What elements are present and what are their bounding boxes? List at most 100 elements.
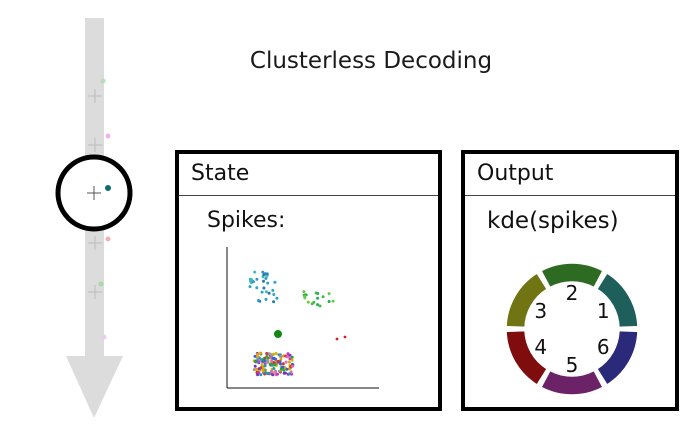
state-panel-title: State (191, 161, 250, 186)
spike-dot (316, 303, 320, 307)
spike-dot (253, 360, 257, 364)
scatter-dots (248, 270, 335, 377)
focus-dot (105, 185, 111, 191)
spike-dot (331, 299, 335, 303)
spike-dot (260, 363, 264, 367)
ring-segment-5 (540, 369, 604, 396)
spike-dot (261, 270, 265, 274)
spike-dot (279, 355, 283, 359)
spike-dot (253, 354, 257, 358)
spike-dot (316, 296, 320, 300)
spike-dot (253, 364, 257, 368)
spike-dot (260, 290, 264, 294)
spike-dot (266, 281, 270, 285)
spike-dot (262, 273, 266, 277)
spike-dot (314, 291, 318, 295)
spike-dot (270, 359, 274, 363)
spike-dot (288, 372, 291, 376)
spike-dot (256, 299, 260, 302)
spike-dot (270, 353, 274, 357)
spike-dot (306, 300, 310, 304)
spike-dot (261, 367, 265, 371)
spike-dot (250, 278, 254, 282)
spike-dot (263, 359, 267, 363)
ring-segment-1 (595, 271, 639, 329)
spike-dot (265, 352, 269, 356)
ring-label-4: 4 (534, 335, 547, 359)
spike-dot (270, 370, 274, 374)
spike-dot (312, 300, 316, 304)
spike-dot (260, 358, 263, 362)
spike-dot (282, 371, 286, 375)
spike-dot (281, 362, 285, 366)
output-panel-header: Output (465, 154, 675, 196)
spike-dot (257, 360, 261, 364)
spike-dot (287, 367, 291, 371)
spike-dot (273, 280, 277, 284)
state-panel-header: State (179, 154, 438, 196)
spike-dot (279, 362, 282, 366)
ring-segment-2 (540, 262, 604, 289)
spike-dot (264, 297, 268, 301)
track-dot (98, 281, 104, 287)
spike-dot (267, 371, 271, 375)
spike-dot (268, 356, 272, 360)
spike-dot (256, 354, 259, 358)
spike-dot (287, 360, 291, 364)
spike-dot (273, 363, 277, 367)
ring-segment-3 (505, 271, 549, 329)
kde-label: kde(spikes) (487, 208, 619, 234)
spike-dot (289, 370, 293, 374)
spike-dot (327, 300, 331, 303)
page-title: Clusterless Decoding (249, 48, 493, 74)
spike-dot (259, 351, 263, 355)
spike-dot (288, 353, 292, 357)
spike-dot (259, 373, 263, 377)
spike-dot (262, 286, 266, 290)
spike-dot (270, 363, 274, 367)
spike-dot (274, 357, 277, 361)
spike-dot (274, 352, 278, 355)
spike-dot (279, 357, 283, 361)
spike-dot (251, 280, 255, 284)
spike-dot (290, 355, 294, 359)
spike-dot (272, 300, 276, 304)
track-dot (105, 133, 111, 139)
ring-label-6: 6 (597, 335, 610, 359)
ring-label-2: 2 (566, 281, 579, 305)
spikes-label: Spikes: (207, 208, 286, 233)
spike-dot (271, 288, 275, 292)
spike-dot (255, 286, 259, 290)
spike-dot (302, 290, 306, 294)
spike-dot (290, 358, 294, 362)
ring-label-5: 5 (566, 353, 579, 377)
spike-dot (253, 270, 257, 274)
spike-dot (327, 292, 331, 296)
spike-dot (318, 304, 322, 308)
spike-dot (271, 373, 275, 377)
ring-label-3: 3 (534, 299, 547, 323)
spike-dot (275, 296, 279, 300)
spike-dot (263, 364, 267, 368)
output-panel-title: Output (477, 161, 554, 186)
spike-dot (281, 365, 285, 369)
spike-dot (265, 274, 269, 278)
spike-dot (321, 295, 325, 299)
red-dot (343, 335, 347, 339)
spike-dot (285, 355, 289, 359)
big-green-dot (274, 330, 282, 338)
spike-dot (255, 277, 259, 281)
track-dot (101, 334, 107, 340)
arrow-head-icon (66, 356, 123, 418)
spike-dot (265, 358, 269, 362)
spike-dot (277, 369, 281, 373)
spike-dot (248, 285, 252, 289)
spike-dot (285, 367, 289, 371)
spike-dot (264, 371, 268, 375)
spike-dot (276, 360, 280, 363)
state-panel: State Spikes: (175, 150, 442, 411)
spike-dot (263, 362, 267, 366)
output-ring: 123 456 (505, 262, 639, 396)
ring-segment-4 (505, 329, 549, 387)
